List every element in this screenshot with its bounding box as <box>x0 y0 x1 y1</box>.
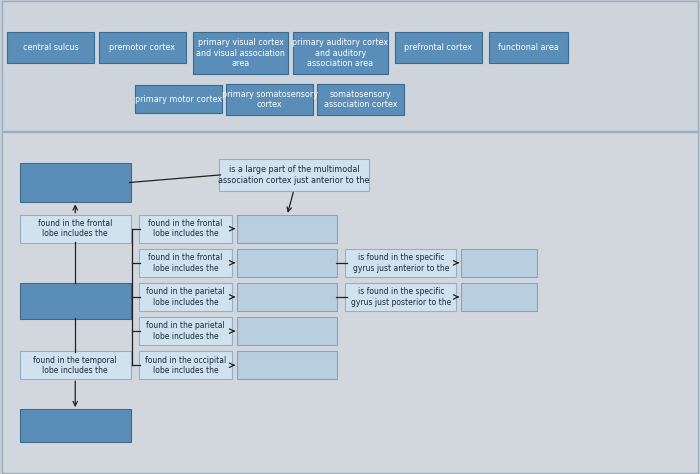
FancyBboxPatch shape <box>139 317 232 345</box>
FancyBboxPatch shape <box>139 283 232 311</box>
FancyBboxPatch shape <box>489 32 568 63</box>
Text: somatosensory
association cortex: somatosensory association cortex <box>323 90 398 109</box>
FancyBboxPatch shape <box>20 283 131 319</box>
Text: found in the parietal
lobe includes the: found in the parietal lobe includes the <box>146 287 225 307</box>
Text: central sulcus: central sulcus <box>22 43 78 52</box>
FancyBboxPatch shape <box>99 32 186 63</box>
FancyBboxPatch shape <box>237 249 337 277</box>
FancyBboxPatch shape <box>7 32 94 63</box>
FancyBboxPatch shape <box>20 215 131 243</box>
Text: premotor cortex: premotor cortex <box>109 43 175 52</box>
FancyBboxPatch shape <box>226 84 313 115</box>
Text: found in the frontal
lobe includes the: found in the frontal lobe includes the <box>148 253 223 273</box>
FancyBboxPatch shape <box>139 249 232 277</box>
FancyBboxPatch shape <box>20 351 131 379</box>
FancyBboxPatch shape <box>20 163 131 202</box>
Text: primary motor cortex: primary motor cortex <box>135 95 222 104</box>
Text: primary visual cortex
and visual association
area: primary visual cortex and visual associa… <box>197 38 285 68</box>
FancyBboxPatch shape <box>395 32 482 63</box>
Text: is a large part of the multimodal
association cortex just anterior to the: is a large part of the multimodal associ… <box>218 165 370 184</box>
Text: functional area: functional area <box>498 43 559 52</box>
FancyBboxPatch shape <box>237 215 337 243</box>
FancyBboxPatch shape <box>20 409 131 442</box>
FancyBboxPatch shape <box>2 1 698 131</box>
Text: found in the parietal
lobe includes the: found in the parietal lobe includes the <box>146 321 225 341</box>
Text: is found in the specific
gyrus just posterior to the: is found in the specific gyrus just post… <box>351 287 451 307</box>
Text: primary somatosensory
cortex: primary somatosensory cortex <box>221 90 318 109</box>
FancyBboxPatch shape <box>193 32 288 74</box>
FancyBboxPatch shape <box>2 132 698 473</box>
FancyBboxPatch shape <box>219 159 369 191</box>
FancyBboxPatch shape <box>237 351 337 379</box>
FancyBboxPatch shape <box>135 85 222 113</box>
Text: found in the temporal
lobe includes the: found in the temporal lobe includes the <box>34 356 117 375</box>
FancyBboxPatch shape <box>293 32 388 74</box>
FancyBboxPatch shape <box>317 84 404 115</box>
Text: found in the frontal
lobe includes the: found in the frontal lobe includes the <box>38 219 113 238</box>
Text: found in the frontal
lobe includes the: found in the frontal lobe includes the <box>148 219 223 238</box>
FancyBboxPatch shape <box>345 283 456 311</box>
Text: prefrontal cortex: prefrontal cortex <box>404 43 473 52</box>
FancyBboxPatch shape <box>139 215 232 243</box>
FancyBboxPatch shape <box>237 283 337 311</box>
FancyBboxPatch shape <box>461 249 537 277</box>
FancyBboxPatch shape <box>345 249 456 277</box>
FancyBboxPatch shape <box>139 351 232 379</box>
FancyBboxPatch shape <box>461 283 537 311</box>
Text: primary auditory cortex
and auditory
association area: primary auditory cortex and auditory ass… <box>292 38 388 68</box>
Text: is found in the specific
gyrus just anterior to the: is found in the specific gyrus just ante… <box>353 253 449 273</box>
FancyBboxPatch shape <box>237 317 337 345</box>
Text: found in the occipital
lobe includes the: found in the occipital lobe includes the <box>145 356 226 375</box>
